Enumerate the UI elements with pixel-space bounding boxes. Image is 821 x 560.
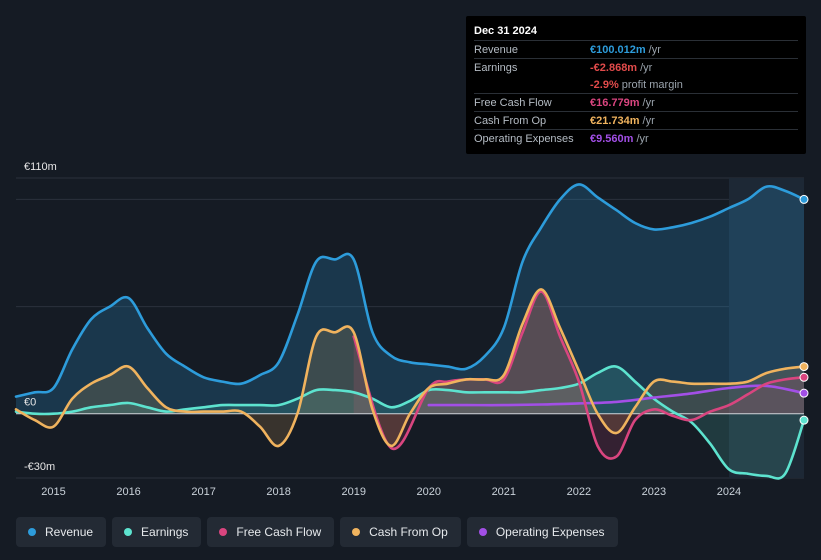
revenue-area — [16, 184, 804, 414]
chart-grid — [16, 177, 804, 479]
tooltip-row-profit-margin: -2.9% profit margin — [474, 76, 798, 93]
tooltip-unit: /yr — [636, 132, 649, 145]
tooltip-label: Operating Expenses — [474, 132, 574, 145]
legend-label: Earnings — [141, 525, 189, 539]
tooltip-label: Revenue — [474, 43, 519, 56]
tooltip-value: €100.012m — [590, 43, 646, 56]
legend-dot-icon — [478, 528, 487, 536]
series-lines — [14, 183, 806, 480]
legend-dot-icon — [219, 528, 228, 536]
earnings-end-marker — [799, 415, 809, 425]
x-tick-label: 2019 — [341, 486, 365, 498]
tooltip-row-operating-expenses: Operating Expenses €9.560m /yr — [474, 129, 798, 147]
tooltip-value: -€2.868m — [590, 61, 638, 74]
tooltip-row-cash-from-op: Cash From Op €21.734m /yr — [474, 111, 798, 129]
x-tick-label: 2015 — [41, 486, 65, 498]
legend-item-earnings[interactable]: Earnings — [112, 517, 202, 547]
tooltip-unit: profit margin — [621, 78, 683, 91]
y-tick-label: -€30m — [24, 461, 55, 473]
x-tick-label: 2023 — [642, 486, 666, 498]
x-tick-label: 2018 — [266, 486, 290, 498]
series-end-markers — [799, 194, 809, 425]
x-tick-label: 2017 — [191, 486, 215, 498]
free-cash-flow-area — [353, 291, 804, 459]
chart: €110m €0 -€30m 2015 2016 2017 2018 2019 2020 202… — [14, 161, 809, 498]
operating-expenses-line — [427, 384, 806, 407]
legend-item-operating-expenses[interactable]: Operating Expenses — [466, 517, 618, 547]
earnings-line — [14, 365, 806, 480]
revenue-line — [14, 183, 806, 398]
legend-item-cash-from-op[interactable]: Cash From Op — [340, 517, 461, 547]
earnings-area — [16, 366, 804, 479]
tooltip-value: €21.734m — [590, 114, 640, 127]
y-axis-labels: €110m €0 -€30m — [24, 161, 57, 473]
free-cash-flow-line — [352, 290, 806, 460]
y-tick-label: €110m — [24, 161, 57, 173]
legend-label: Free Cash Flow — [236, 525, 322, 539]
legend-dot-icon — [28, 528, 36, 536]
tooltip-unit: /yr — [640, 61, 653, 74]
legend-dot-icon — [352, 528, 361, 536]
tooltip-value: -2.9% — [590, 78, 619, 91]
tooltip-row-free-cash-flow: Free Cash Flow €16.779m /yr — [474, 93, 798, 111]
operating-expenses-end-marker — [799, 388, 809, 398]
x-tick-label: 2022 — [567, 486, 591, 498]
y-tick-label: €0 — [24, 397, 36, 409]
x-tick-label: 2021 — [492, 486, 516, 498]
forecast-band — [728, 178, 804, 478]
tooltip-row-revenue: Revenue €100.012m /yr — [474, 40, 798, 58]
revenue-end-marker — [799, 194, 809, 204]
legend-label: Cash From Op — [369, 525, 448, 539]
tooltip-row-earnings: Earnings -€2.868m /yr — [474, 58, 798, 76]
x-tick-label: 2020 — [417, 486, 441, 498]
series-fills — [16, 184, 804, 479]
legend-item-revenue[interactable]: Revenue — [16, 517, 107, 547]
tooltip-unit: /yr — [642, 96, 655, 109]
tooltip-value: €9.560m — [590, 132, 634, 145]
legend: Revenue Earnings Free Cash Flow Cash Fro… — [16, 517, 618, 547]
tooltip-label: Free Cash Flow — [474, 96, 552, 109]
x-axis-labels: 2015 2016 2017 2018 2019 2020 2021 2022 2023 2024 — [41, 486, 741, 498]
tooltip-unit: /yr — [642, 114, 655, 127]
free-cash-flow-end-marker — [799, 372, 809, 382]
cash-from-op-line — [14, 288, 806, 448]
cash-from-op-end-marker — [799, 362, 809, 372]
tooltip-label: Cash From Op — [474, 114, 547, 127]
legend-item-free-cash-flow[interactable]: Free Cash Flow — [207, 517, 335, 547]
tooltip-date: Dec 31 2024 — [474, 25, 537, 37]
tooltip-value: €16.779m — [590, 96, 640, 109]
legend-label: Operating Expenses — [495, 525, 605, 539]
tooltip-label: Earnings — [474, 61, 518, 74]
x-tick-label: 2024 — [717, 486, 741, 498]
legend-label: Revenue — [45, 525, 94, 539]
legend-dot-icon — [124, 528, 133, 536]
x-tick-label: 2016 — [116, 486, 140, 498]
tooltip-panel: Dec 31 2024 Revenue €100.012m /yr Earnin… — [466, 16, 806, 154]
tooltip-unit: /yr — [648, 43, 661, 56]
